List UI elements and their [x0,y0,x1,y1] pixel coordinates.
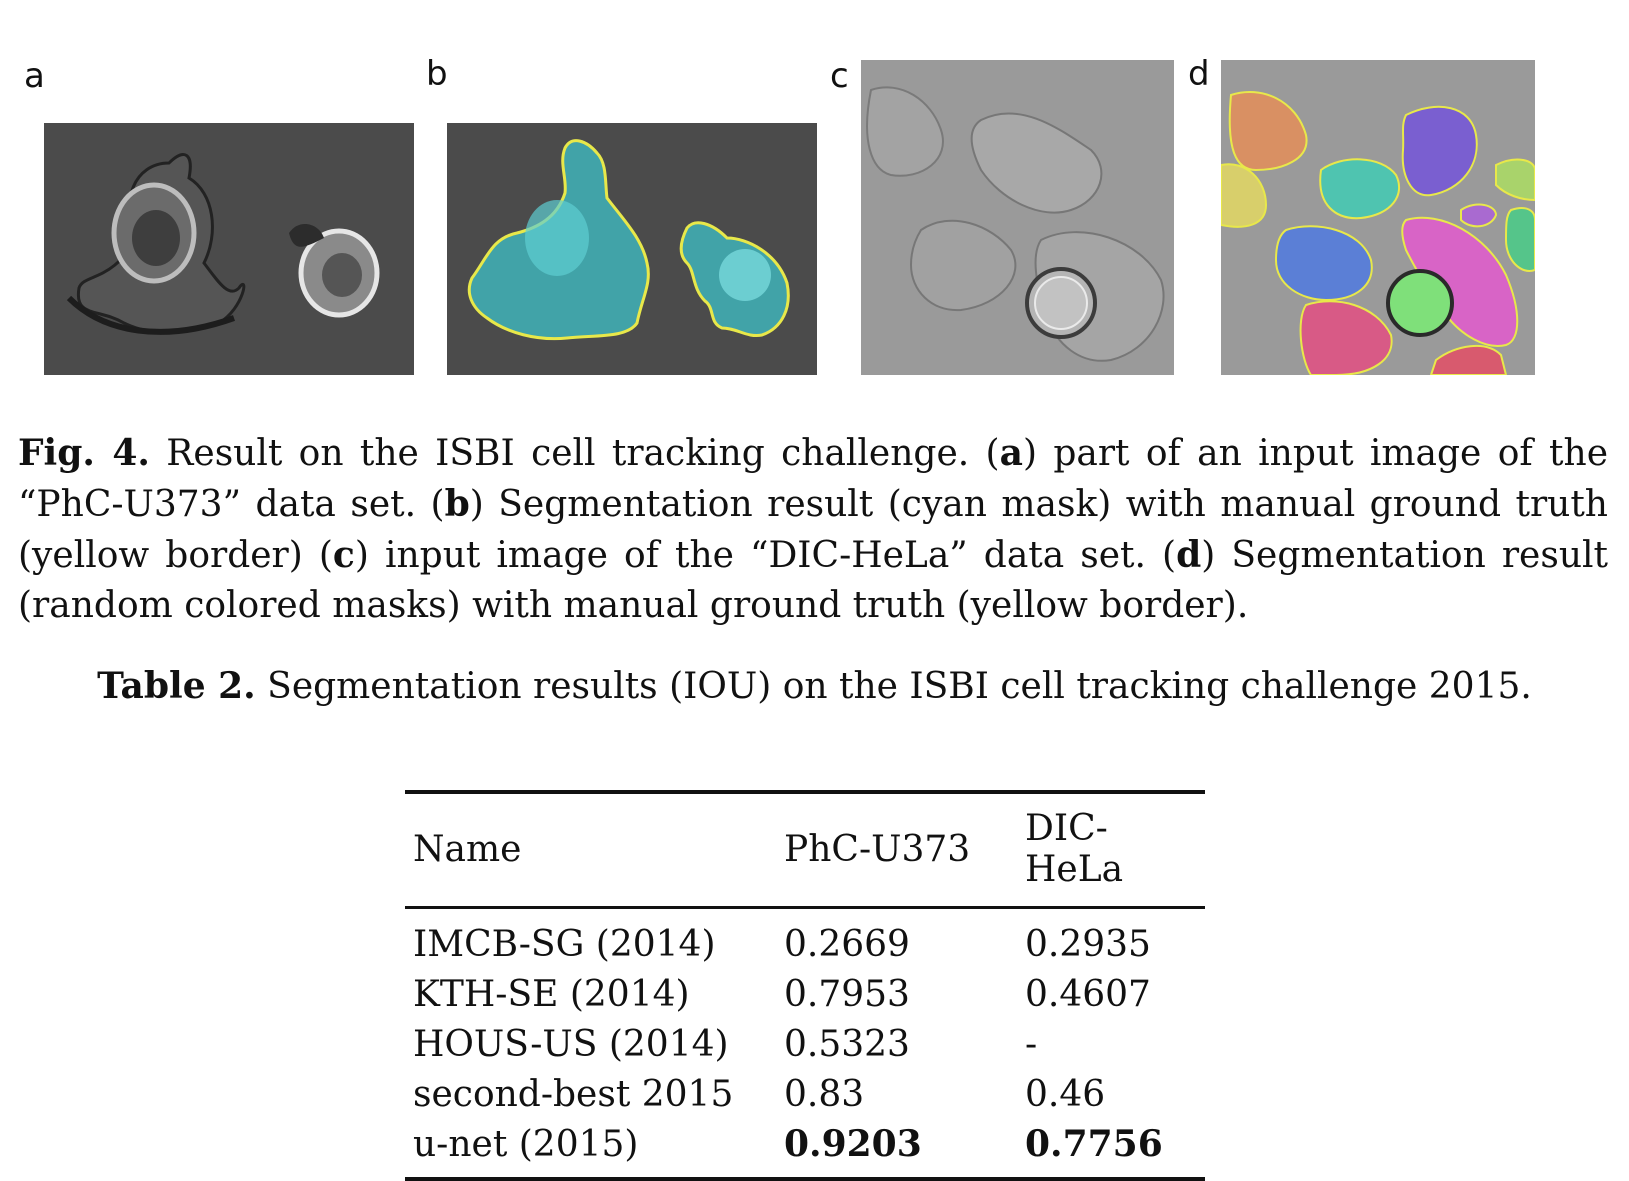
panel-label-d: d [1188,54,1210,94]
figure-caption-text-1: Result on the ISBI cell tracking challen… [149,433,1000,474]
panel-d-segmentation-result [1221,60,1535,375]
table-row: KTH-SE (2014) 0.7953 0.4607 [405,969,1205,1019]
table-caption-label: Table 2. [97,665,256,707]
figure-caption-ref-c: c [332,534,355,576]
cell-name: IMCB-SG (2014) [413,923,716,965]
results-table-wrapper: Name PhC-U373 DIC-HeLa IMCB-SG (2014) 0.… [405,790,1205,1181]
figure-caption-ref-b: b [444,483,470,525]
cell-name: HOUS-US (2014) [413,1023,729,1065]
table-row: u-net (2015) 0.9203 0.7756 [405,1119,1205,1179]
header-name: Name [413,828,522,870]
figure-caption-ref-a: a [999,432,1023,474]
panel-b-segmentation-result [447,123,817,375]
cell-name: u-net (2015) [413,1123,639,1165]
figure-caption: Fig. 4. Result on the ISBI cell tracking… [18,428,1608,631]
cell-dic-best: 0.7756 [1025,1123,1163,1165]
cell-dic: - [1025,1023,1038,1065]
figure-caption-ref-d: d [1176,534,1202,576]
header-phc-u373: PhC-U373 [784,828,971,870]
table-caption-text: Segmentation results (IOU) on the ISBI c… [255,666,1532,707]
table-caption: Table 2. Segmentation results (IOU) on t… [0,665,1629,707]
figure-caption-text-2: ) part of an input image of the “PhC-U37… [18,433,1608,525]
cell-dic: 0.4607 [1025,973,1151,1015]
panel-label-a: a [24,56,45,96]
panel-label-c: c [830,56,849,96]
figure-caption-text-3: ) Segmentation result (cyan mask) with m… [18,484,1608,576]
cell-phc-best: 0.9203 [784,1123,922,1165]
panel-c-input-image [861,60,1174,375]
table-row: IMCB-SG (2014) 0.2669 0.2935 [405,908,1205,970]
dic-image [861,60,1174,375]
phase-contrast-image [44,123,414,375]
panel-a-input-image [44,123,414,375]
table-row: second-best 2015 0.83 0.46 [405,1069,1205,1119]
cell-dic: 0.2935 [1025,923,1151,965]
colored-mask-image [1221,60,1535,375]
panel-label-b: b [426,54,448,94]
table-header-row: Name PhC-U373 DIC-HeLa [405,792,1205,908]
header-dic-hela: DIC-HeLa [1025,808,1124,890]
cell-name: second-best 2015 [413,1073,734,1115]
cell-dic: 0.46 [1025,1073,1106,1115]
cell-name: KTH-SE (2014) [413,973,690,1015]
cell-phc: 0.5323 [784,1023,910,1065]
results-table: Name PhC-U373 DIC-HeLa IMCB-SG (2014) 0.… [405,790,1205,1181]
cell-phc: 0.83 [784,1073,865,1115]
figure-caption-text-5: ) Segmentation result (random colored ma… [18,535,1609,626]
figure-caption-label: Fig. 4. [18,432,150,474]
table-row: HOUS-US (2014) 0.5323 - [405,1019,1205,1069]
cell-phc: 0.7953 [784,973,910,1015]
cell-phc: 0.2669 [784,923,910,965]
segmentation-mask-image [447,123,817,375]
figure-caption-text-4: ) input image of the “DIC-HeLa” data set… [354,535,1177,576]
